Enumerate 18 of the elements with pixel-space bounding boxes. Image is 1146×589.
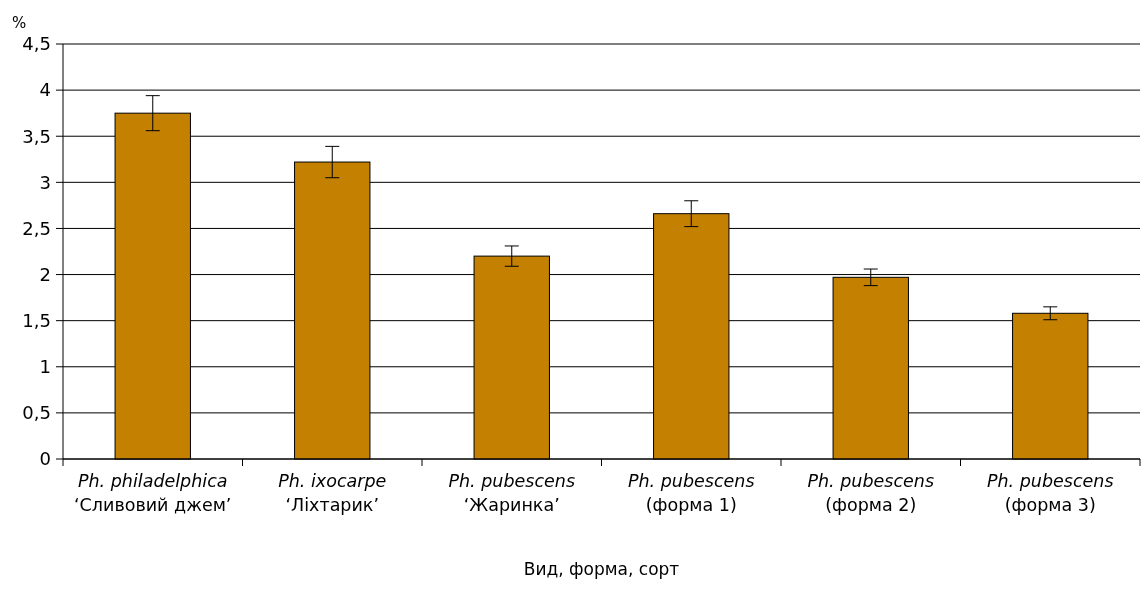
x-axis-title: Вид, форма, сорт: [523, 559, 680, 579]
x-tick-label: Ph. philadelphica ‘Сливовий джем’: [74, 471, 232, 515]
y-tick-label: 2,5: [22, 217, 51, 239]
y-tick-label: 3,5: [22, 125, 51, 147]
y-tick-label: 0,5: [22, 402, 51, 424]
y-tick-label: 3: [39, 171, 51, 193]
y-tick-label: 1,5: [22, 309, 51, 331]
x-tick-label: Ph. pubescens (форма 1): [627, 471, 755, 515]
y-tick-label: 1: [39, 356, 51, 378]
x-tick-label: Ph. pubescens ‘Жаринка’: [448, 471, 576, 515]
y-tick-label: 4,5: [22, 33, 51, 55]
x-tick-label: Ph. pubescens (форма 3): [986, 471, 1114, 515]
x-tick-label: Ph. ixocarpe ‘Ліхтарик’: [278, 471, 387, 515]
y-tick-label: 0: [39, 448, 51, 470]
y-axis-title: %: [12, 14, 27, 32]
y-tick-label: 4: [39, 79, 51, 101]
y-tick-label: 2: [39, 263, 51, 285]
x-tick-label: Ph. pubescens (форма 2): [807, 471, 935, 515]
